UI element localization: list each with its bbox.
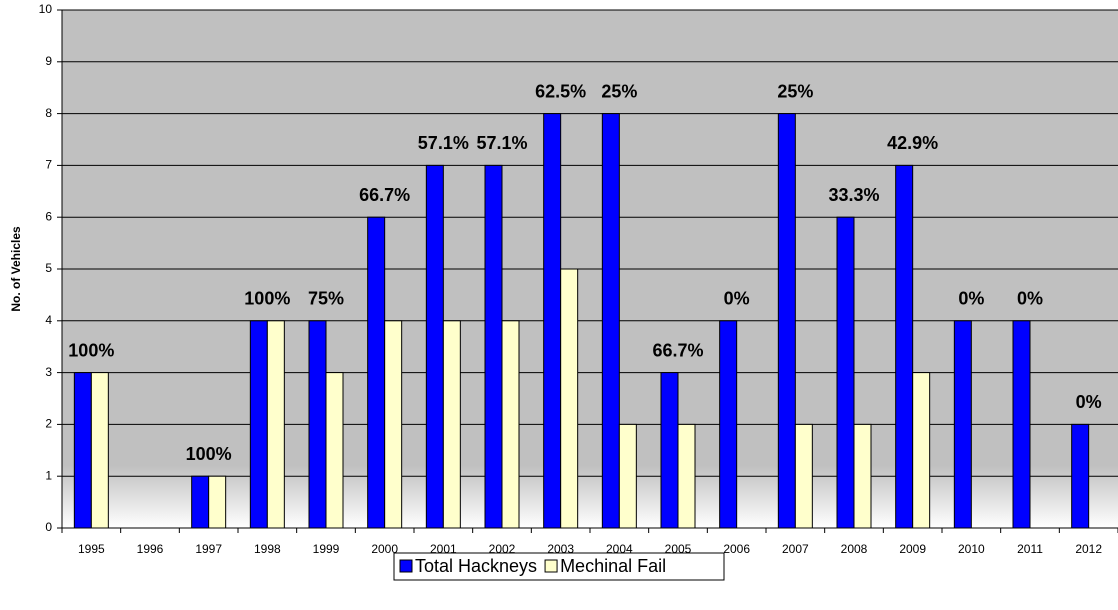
x-tick-label: 2007 bbox=[782, 542, 809, 556]
x-tick-label: 1997 bbox=[195, 542, 222, 556]
bar bbox=[836, 216, 855, 529]
bar-annotation: 0% bbox=[724, 289, 750, 309]
bar bbox=[425, 164, 444, 529]
x-tick-label: 1999 bbox=[313, 542, 340, 556]
bar-annotation: 57.1% bbox=[418, 133, 469, 153]
x-tick-label: 2002 bbox=[489, 542, 516, 556]
x-tick-label: 2005 bbox=[665, 542, 692, 556]
bar bbox=[601, 113, 620, 529]
x-tick-label: 2003 bbox=[547, 542, 574, 556]
y-tick-label: 10 bbox=[39, 2, 53, 16]
bar bbox=[325, 372, 344, 529]
y-tick-label: 4 bbox=[45, 313, 52, 327]
bar-annotation: 62.5% bbox=[535, 81, 586, 101]
legend bbox=[393, 552, 725, 581]
bar-annotation: 66.7% bbox=[652, 340, 703, 360]
bar bbox=[719, 320, 738, 529]
bar-annotation: 0% bbox=[1017, 289, 1043, 309]
x-tick-label: 2012 bbox=[1075, 542, 1102, 556]
y-tick-label: 9 bbox=[45, 54, 52, 68]
bar bbox=[777, 113, 796, 529]
bar-annotation: 42.9% bbox=[887, 133, 938, 153]
bar-annotation: 57.1% bbox=[476, 133, 527, 153]
y-tick-label: 1 bbox=[45, 468, 52, 482]
x-tick-label: 1998 bbox=[254, 542, 281, 556]
bar bbox=[266, 320, 285, 529]
bar bbox=[442, 320, 461, 529]
bar bbox=[484, 164, 503, 529]
bar bbox=[853, 423, 872, 529]
bar bbox=[953, 320, 972, 529]
x-tick-label: 2001 bbox=[430, 542, 457, 556]
legend-label: Mechinal Fail bbox=[560, 556, 666, 576]
bar-annotation: 25% bbox=[601, 81, 637, 101]
bar-annotation: 75% bbox=[308, 289, 344, 309]
x-tick-label: 1995 bbox=[78, 542, 105, 556]
bar-annotation: 33.3% bbox=[828, 185, 879, 205]
x-tick-label: 2000 bbox=[371, 542, 398, 556]
bar bbox=[660, 372, 679, 529]
bar-annotation: 100% bbox=[68, 340, 114, 360]
bar bbox=[208, 475, 227, 529]
y-tick-label: 6 bbox=[45, 209, 52, 223]
y-tick-label: 0 bbox=[45, 520, 52, 534]
bar-annotation: 100% bbox=[244, 289, 290, 309]
bar bbox=[367, 216, 386, 529]
bar bbox=[73, 372, 92, 529]
bar bbox=[560, 268, 579, 529]
bar bbox=[191, 475, 210, 529]
bar-annotation: 66.7% bbox=[359, 185, 410, 205]
x-tick-label: 2009 bbox=[899, 542, 926, 556]
bar bbox=[501, 320, 520, 529]
bar bbox=[618, 423, 637, 529]
y-tick-label: 5 bbox=[45, 261, 52, 275]
bar bbox=[1071, 423, 1090, 529]
bar bbox=[1012, 320, 1031, 529]
x-tick-label: 2004 bbox=[606, 542, 633, 556]
bar bbox=[794, 423, 813, 529]
y-tick-label: 8 bbox=[45, 106, 52, 120]
bar bbox=[895, 164, 914, 529]
legend-swatch bbox=[399, 559, 413, 573]
y-tick-label: 2 bbox=[45, 417, 52, 431]
bar-annotation: 0% bbox=[958, 289, 984, 309]
x-tick-label: 2010 bbox=[958, 542, 985, 556]
x-tick-label: 2006 bbox=[723, 542, 750, 556]
bar bbox=[384, 320, 403, 529]
bar-annotation: 100% bbox=[186, 444, 232, 464]
x-tick-label: 1996 bbox=[137, 542, 164, 556]
y-tick-label: 7 bbox=[45, 158, 52, 172]
x-tick-label: 2008 bbox=[841, 542, 868, 556]
bar bbox=[90, 372, 109, 529]
bar bbox=[543, 113, 562, 529]
legend-label: Total Hackneys bbox=[415, 556, 537, 576]
y-tick-label: 3 bbox=[45, 365, 52, 379]
legend-swatch bbox=[544, 559, 558, 573]
bar bbox=[912, 372, 931, 529]
y-axis-label: No. of Vehicles bbox=[9, 226, 23, 312]
x-tick-label: 2011 bbox=[1017, 542, 1043, 556]
bar bbox=[677, 423, 696, 529]
bar bbox=[308, 320, 327, 529]
bar bbox=[249, 320, 268, 529]
bar-annotation: 0% bbox=[1076, 392, 1102, 412]
bar-annotation: 25% bbox=[777, 81, 813, 101]
